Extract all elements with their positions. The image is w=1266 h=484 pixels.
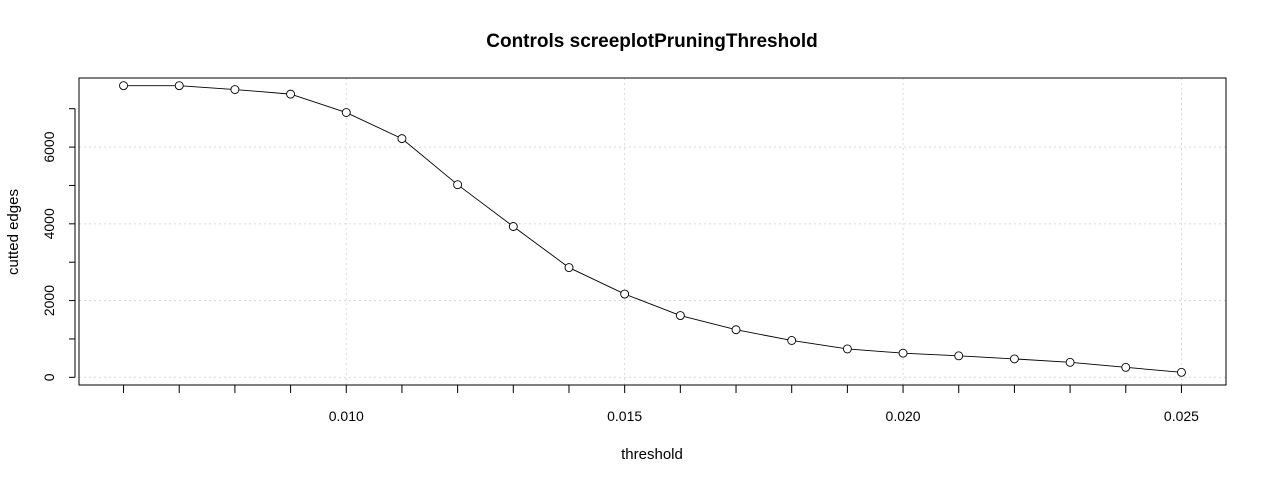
data-point-15 [954, 351, 964, 361]
x-tick-label-0: 0.010 [329, 408, 364, 424]
data-point-11 [731, 325, 741, 335]
chart-title: Controls screeplotPruningThreshold [486, 31, 817, 52]
data-point-3 [286, 89, 296, 99]
data-point-5 [397, 134, 407, 144]
y-tick-label-2: 4000 [41, 208, 57, 239]
data-point-16 [1009, 354, 1019, 364]
y-tick-label-1: 2000 [41, 285, 57, 316]
data-point-10 [675, 311, 685, 320]
grid-lines [79, 78, 1226, 385]
x-tick-label-1: 0.015 [607, 408, 642, 424]
data-point-14 [898, 348, 908, 358]
x-tick-label-2: 0.020 [886, 408, 921, 424]
series-line-0 [123, 85, 1182, 373]
x-tick-label-3: 0.025 [1164, 408, 1199, 424]
data-point-0 [119, 81, 128, 91]
plot-frame [78, 77, 1227, 386]
data-point-1 [174, 81, 184, 91]
data-point-8 [564, 263, 574, 273]
data-point-18 [1121, 362, 1131, 372]
data-point-7 [508, 222, 518, 231]
data-point-4 [341, 108, 351, 117]
series [119, 81, 1186, 377]
axes: 0.010 0.015 0.020 0.025 0 2000 4000 6000 [41, 108, 1199, 424]
data-point-13 [842, 344, 852, 354]
data-point-17 [1065, 357, 1075, 367]
data-point-12 [787, 336, 797, 345]
y-tick-label-0: 0 [41, 373, 57, 381]
data-point-19 [1177, 367, 1186, 377]
data-point-6 [453, 180, 463, 190]
x-axis-label: threshold [621, 446, 683, 463]
data-point-2 [230, 85, 240, 94]
data-point-9 [620, 289, 630, 299]
y-tick-label-3: 6000 [41, 131, 57, 162]
y-axis-label: cutted edges [5, 189, 22, 275]
